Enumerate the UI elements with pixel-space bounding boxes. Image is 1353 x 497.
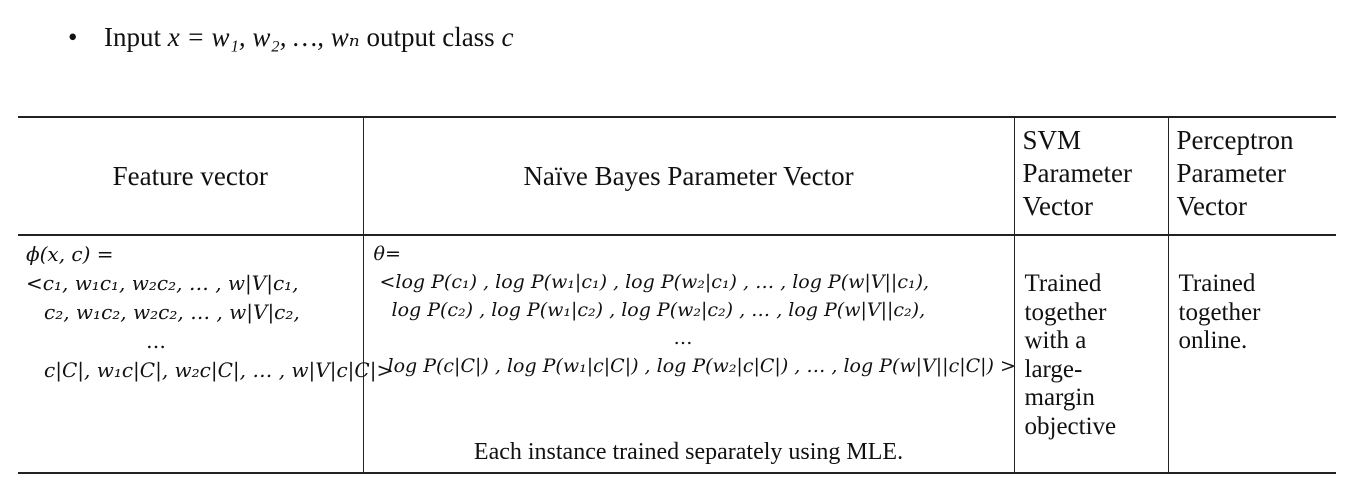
feature-vector-cell: ϕ(x, c) = <c₁, w₁c₁, w₂c₂, … , w|V|c₁, c…	[18, 235, 394, 473]
feature-line-2: c₂, w₁c₂, w₂c₂, … , w|V|c₂,	[44, 300, 300, 324]
bullet-line: • Input x = w₁, w₂, …, wₙ output class c	[68, 18, 513, 56]
header-svm: SVM Parameter Vector	[1013, 117, 1168, 235]
comparison-table: Feature vector Naïve Bayes Parameter Vec…	[18, 116, 1336, 474]
table-header-row: Feature vector Naïve Bayes Parameter Vec…	[18, 117, 1336, 235]
naive-bayes-formula: θ= <log P(c₁) , log P(w₁|c₁) , log P(w₂|…	[364, 236, 1016, 380]
svm-cell: Trained together with a large- margin ob…	[1013, 235, 1168, 473]
feature-ellipsis: …	[146, 329, 166, 353]
feature-line-1: <c₁, w₁c₁, w₂c₂, … , w|V|c₁,	[26, 271, 299, 295]
output-label: output class	[366, 22, 495, 52]
input-label: Input	[104, 22, 161, 52]
nb-line-2: log P(c₂) , log P(w₁|c₂) , log P(w₂|c₂) …	[391, 299, 926, 321]
naive-bayes-cell: θ= <log P(c₁) , log P(w₁|c₁) , log P(w₂|…	[362, 235, 1016, 473]
input-expression: x = w₁, w₂, …, wₙ	[167, 22, 360, 52]
output-variable: c	[501, 22, 514, 52]
header-naive-bayes: Naïve Bayes Parameter Vector	[362, 117, 1014, 235]
nb-line-1: <log P(c₁) , log P(w₁|c₁) , log P(w₂|c₁)…	[379, 271, 930, 293]
svm-text: Trained together with a large- margin ob…	[1024, 270, 1117, 440]
nb-ellipsis: …	[673, 327, 693, 349]
bullet-dot: •	[68, 22, 78, 52]
feature-vector-formula: ϕ(x, c) = <c₁, w₁c₁, w₂c₂, … , w|V|c₁, c…	[18, 236, 394, 385]
naive-bayes-note: Each instance trained separately using M…	[473, 439, 904, 465]
nb-line-4: log P(c|C|) , log P(w₁|c|C|) , log P(w₂|…	[387, 355, 1016, 377]
header-feature-vector: Feature vector	[112, 160, 268, 191]
table-row: ϕ(x, c) = <c₁, w₁c₁, w₂c₂, … , w|V|c₁, c…	[18, 235, 1336, 473]
nb-line-0: θ=	[373, 243, 401, 265]
perceptron-cell: Trained together online.	[1167, 235, 1336, 473]
perceptron-text: Trained together online.	[1178, 270, 1261, 354]
feature-line-0: ϕ(x, c) =	[26, 242, 114, 266]
feature-line-4: c|C|, w₁c|C|, w₂c|C|, … , w|V|c|C|>	[44, 358, 394, 382]
header-perceptron: Perceptron Parameter Vector	[1167, 117, 1336, 235]
